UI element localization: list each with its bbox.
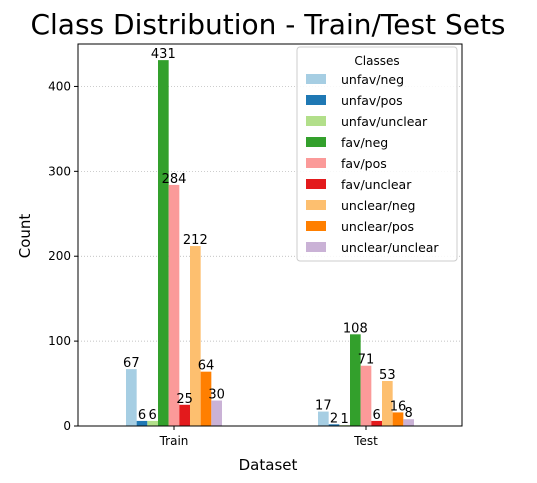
legend-swatch (306, 116, 326, 126)
bar-value-label: 30 (208, 388, 225, 403)
bar (318, 411, 329, 426)
legend-swatch (306, 95, 326, 105)
chart-title: Class Distribution - Train/Test Sets (30, 8, 505, 41)
bar (403, 419, 414, 426)
x-axis: Train Test (159, 426, 378, 448)
bar-value-label: 6 (138, 408, 146, 423)
bar-value-label: 6 (149, 408, 157, 423)
y-axis: 0 100 200 300 400 (48, 79, 78, 433)
bar-value-label: 16 (390, 399, 407, 414)
bar-value-label: 64 (198, 359, 215, 374)
legend-swatch (306, 221, 326, 231)
bar (211, 400, 222, 426)
bar (147, 420, 158, 426)
legend-entry-label: fav/unclear (341, 177, 412, 192)
bar-value-label: 108 (343, 321, 368, 336)
bar (190, 246, 201, 426)
bar (158, 60, 169, 427)
legend-swatch (306, 137, 326, 147)
y-tick-label: 100 (48, 334, 71, 348)
y-axis-label: Count (16, 214, 34, 259)
legend-swatch (306, 242, 326, 252)
y-tick-label: 0 (63, 419, 71, 433)
bar (360, 365, 372, 426)
bar (126, 369, 137, 426)
legend-swatch (306, 200, 326, 210)
legend-swatch (306, 158, 326, 168)
bar (371, 420, 382, 426)
bar-value-label: 2 (330, 411, 338, 426)
bar-value-label: 53 (379, 368, 396, 383)
bar-value-label: 431 (151, 47, 176, 62)
bar (136, 420, 148, 426)
bar-value-label: 71 (358, 353, 375, 368)
bar (350, 334, 361, 426)
legend: Classes unfav/neg unfav/pos unfav/unclear f… (296, 46, 458, 262)
bar-value-label: 8 (405, 406, 413, 421)
bar (382, 381, 393, 426)
legend-entry-label: unclear/neg (341, 198, 415, 213)
legend-entry-label: fav/neg (341, 135, 388, 150)
x-axis-label: Dataset (239, 456, 298, 474)
bar-value-label: 67 (123, 356, 140, 371)
bar (200, 371, 212, 426)
legend-entry-label: unfav/neg (341, 72, 404, 87)
legend-entry-label: unclear/pos (341, 219, 414, 234)
legend-entry-label: unfav/unclear (341, 114, 428, 129)
bar (328, 424, 340, 426)
bar-value-label: 284 (162, 172, 187, 187)
legend-entry-label: unfav/pos (341, 93, 403, 108)
bars (126, 60, 414, 427)
bar-value-label: 17 (315, 399, 332, 414)
legend-frame (296, 46, 458, 262)
x-tick-label: Test (353, 434, 378, 448)
legend-swatch (306, 179, 326, 189)
y-tick-label: 200 (48, 249, 71, 263)
plot-area-frame (77, 43, 463, 427)
legend-title: Classes (354, 54, 399, 68)
legend-entry-label: unclear/unclear (341, 240, 439, 255)
y-tick-label: 400 (48, 79, 71, 93)
x-tick-label: Train (159, 434, 189, 448)
legend-items: unfav/neg unfav/pos unfav/unclear fav/neg fa… (306, 72, 439, 255)
bar (168, 184, 180, 426)
bar-value-label: 1 (341, 412, 349, 427)
legend-swatch (306, 74, 326, 84)
bar (392, 412, 404, 426)
y-tick-label: 300 (48, 164, 71, 178)
bar-value-label: 25 (176, 392, 193, 407)
bar (179, 404, 190, 426)
bar-value-label: 212 (183, 233, 208, 248)
bar-value-label: 6 (373, 408, 381, 423)
legend-entry-label: fav/pos (341, 156, 387, 171)
